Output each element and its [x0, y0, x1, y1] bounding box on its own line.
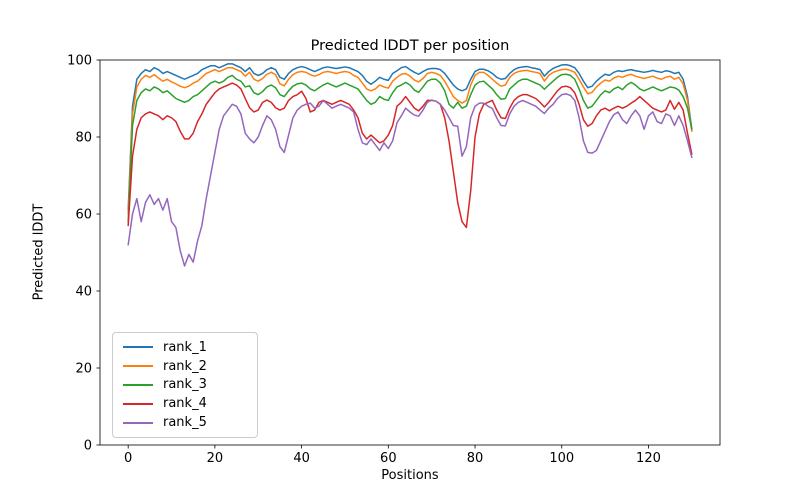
legend-line-sample-rank-4 [123, 402, 153, 405]
x-tick-label: 60 [380, 451, 397, 466]
y-tick-label: 0 [84, 439, 92, 454]
y-axis-label: Predicted lDDT [31, 203, 47, 301]
legend-item-rank-5: rank_5 [123, 413, 249, 432]
x-tick-label: 80 [467, 451, 484, 466]
x-axis-label: Positions [381, 468, 439, 483]
chart-title: Predicted lDDT per position [310, 38, 510, 54]
legend-item-rank-2: rank_2 [123, 357, 249, 376]
series-line-rank_1 [127, 63, 693, 211]
y-tick-label: 80 [75, 131, 92, 146]
x-tick-label: 0 [124, 451, 132, 466]
x-tick-label: 20 [207, 451, 224, 466]
legend-label-rank-2: rank_2 [163, 358, 207, 374]
axes-frame [99, 59, 721, 446]
y-tick-label: 100 [67, 54, 92, 69]
series-line-rank_3 [127, 73, 693, 223]
legend-label-rank-5: rank_5 [163, 415, 207, 431]
y-tick-label: 40 [75, 285, 92, 300]
legend-line-sample-rank-1 [123, 346, 153, 349]
series-line-rank_4 [127, 82, 693, 229]
y-tick-label: 60 [75, 208, 92, 223]
legend-item-rank-1: rank_1 [123, 338, 249, 357]
series-line-rank_5 [127, 93, 693, 267]
x-tick-label: 40 [293, 451, 310, 466]
legend-line-sample-rank-5 [123, 421, 153, 424]
legend-line-sample-rank-2 [123, 365, 153, 368]
legend-line-sample-rank-3 [123, 383, 153, 386]
x-tick-label: 100 [549, 451, 574, 466]
y-tick-label: 20 [75, 362, 92, 377]
legend: rank_1 rank_2 rank_3 rank_4 rank_5 [112, 332, 258, 438]
legend-item-rank-4: rank_4 [123, 394, 249, 413]
series-line-rank_2 [127, 66, 693, 215]
legend-label-rank-3: rank_3 [163, 377, 207, 393]
legend-label-rank-4: rank_4 [163, 396, 207, 412]
legend-item-rank-3: rank_3 [123, 376, 249, 395]
legend-label-rank-1: rank_1 [163, 339, 207, 355]
x-tick-label: 120 [636, 451, 661, 466]
